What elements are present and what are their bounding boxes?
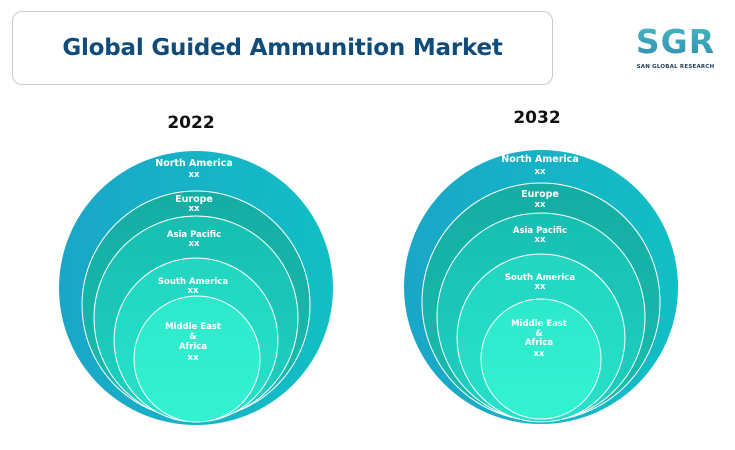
- segment-label-europe-2022: Europe: [175, 194, 213, 205]
- segment-value-north-america-2022: xx: [188, 170, 200, 180]
- logo-text: SGR: [628, 22, 723, 62]
- year-label-2032: 2032: [513, 108, 561, 128]
- segment-value-europe-2022: xx: [188, 204, 200, 214]
- circle-middle-east-africa-2032: [480, 298, 602, 420]
- segment-label-middle-east-line3-2032: Africa: [524, 338, 554, 348]
- segment-label-middle-east-line2-2022: &: [189, 332, 197, 342]
- title-box: Global Guided Ammunition Market: [12, 11, 553, 85]
- segment-value-south-america-2022: xx: [187, 286, 199, 296]
- sgr-logo: SGR SAN GLOBAL RESEARCH: [628, 22, 723, 78]
- segment-label-north-america-2032: North America: [501, 154, 579, 165]
- segment-label-asia-pacific-2032: Asia Pacific: [512, 226, 568, 236]
- page-title: Global Guided Ammunition Market: [62, 35, 503, 61]
- segment-value-south-america-2032: xx: [534, 282, 546, 292]
- segment-label-middle-east-line1-2032: Middle East: [511, 319, 567, 329]
- segment-label-south-america-2032: South America: [504, 273, 576, 283]
- segment-value-asia-pacific-2032: xx: [534, 235, 546, 245]
- circle-middle-east-africa-2022: [133, 295, 261, 423]
- segment-label-asia-pacific-2022: Asia Pacific: [166, 230, 222, 240]
- segment-label-south-america-2022: South America: [157, 277, 229, 287]
- segment-label-middle-east-line1-2022: Middle East: [165, 322, 221, 332]
- chart-2032: [404, 150, 678, 424]
- logo-subtext: SAN GLOBAL RESEARCH: [636, 64, 715, 70]
- segment-value-north-america-2032: xx: [534, 167, 546, 177]
- segment-value-middle-east-africa-2022: xx: [187, 353, 199, 363]
- segment-label-north-america-2022: North America: [155, 158, 233, 169]
- segment-label-middle-east-line3-2022: Africa: [178, 342, 208, 352]
- segment-value-europe-2032: xx: [534, 200, 546, 210]
- segment-label-middle-east-line2-2032: &: [535, 329, 543, 339]
- segment-value-asia-pacific-2022: xx: [188, 239, 200, 249]
- year-label-2022: 2022: [167, 113, 215, 133]
- segment-value-middle-east-africa-2032: xx: [533, 349, 545, 359]
- segment-label-europe-2032: Europe: [521, 189, 559, 200]
- chart-2022: [59, 151, 333, 425]
